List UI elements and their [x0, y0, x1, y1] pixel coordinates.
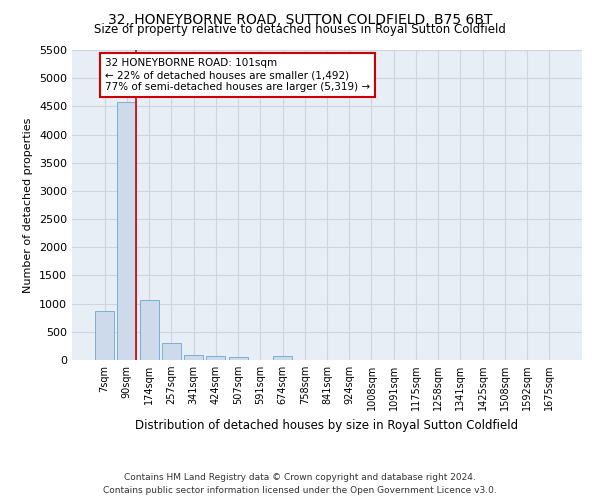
Bar	[140, 300, 158, 360]
Bar	[162, 344, 181, 360]
Bar	[95, 311, 114, 360]
Text: 32 HONEYBORNE ROAD: 101sqm
← 22% of detached houses are smaller (1,492)
77% of s: 32 HONEYBORNE ROAD: 101sqm ← 22% of deta…	[105, 58, 370, 92]
X-axis label: Distribution of detached houses by size in Royal Sutton Coldfield: Distribution of detached houses by size …	[136, 418, 518, 432]
Bar	[273, 356, 292, 360]
Bar	[184, 354, 203, 360]
Bar	[118, 102, 136, 360]
Text: 32, HONEYBORNE ROAD, SUTTON COLDFIELD, B75 6BT: 32, HONEYBORNE ROAD, SUTTON COLDFIELD, B…	[108, 12, 492, 26]
Text: Size of property relative to detached houses in Royal Sutton Coldfield: Size of property relative to detached ho…	[94, 22, 506, 36]
Bar	[206, 356, 225, 360]
Y-axis label: Number of detached properties: Number of detached properties	[23, 118, 34, 292]
Bar	[229, 357, 248, 360]
Text: Contains HM Land Registry data © Crown copyright and database right 2024.
Contai: Contains HM Land Registry data © Crown c…	[103, 474, 497, 495]
